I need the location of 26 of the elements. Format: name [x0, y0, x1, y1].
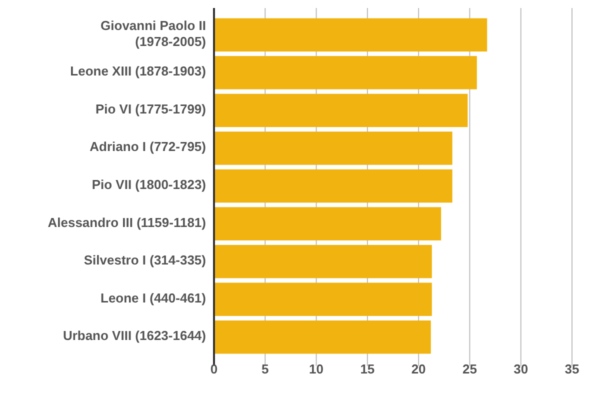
x-tick-label: 35 — [564, 361, 580, 376]
y-tick-label: Alessandro III (1159-1181) — [48, 215, 206, 230]
bar — [214, 320, 431, 354]
x-tick-label: 10 — [309, 361, 324, 376]
bar — [214, 244, 432, 278]
bar — [214, 207, 442, 240]
bar — [214, 169, 452, 203]
bar — [214, 18, 488, 52]
y-tick-label: Leone I (440-461) — [100, 290, 206, 306]
bar — [214, 132, 452, 165]
y-tick-label: Pio VII (1800-1823) — [92, 177, 206, 192]
bar — [214, 94, 468, 128]
bar — [214, 56, 477, 90]
y-tick-label: Giovanni Paolo II (1978-2005) — [100, 18, 206, 50]
y-tick-label: Urbano VIII (1623-1644) — [62, 328, 206, 344]
x-tick-label: 15 — [360, 361, 375, 376]
x-tick-label: 20 — [411, 361, 426, 376]
x-tick-label: 30 — [514, 361, 528, 376]
y-tick-label: Adriano I (772-795) — [90, 140, 206, 155]
x-tick-label: 25 — [462, 361, 477, 376]
y-tick-label: Leone XIII (1878-1903) — [70, 64, 206, 80]
y-tick-label: Pio VI (1775-1799) — [95, 102, 206, 117]
y-tick-label: Silvestro I (314-335) — [84, 252, 206, 268]
x-tick-label: 0 — [210, 361, 218, 376]
bar — [214, 282, 432, 316]
x-tick-label: 5 — [262, 361, 269, 376]
